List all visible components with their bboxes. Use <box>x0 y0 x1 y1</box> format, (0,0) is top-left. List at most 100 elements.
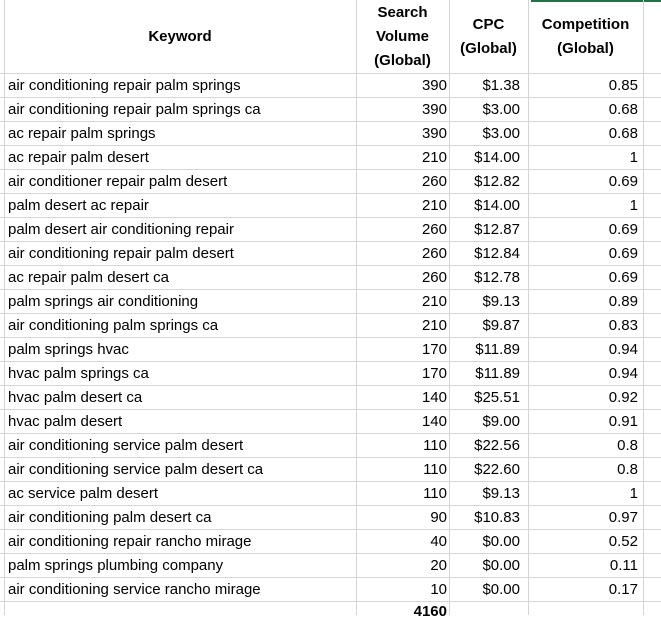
cell-search-volume[interactable]: 210 <box>421 317 447 334</box>
gridline <box>0 385 661 386</box>
header-competition[interactable]: Competition (Global) <box>541 16 630 57</box>
cell-cpc[interactable]: $3.00 <box>482 101 520 118</box>
cell-competition[interactable]: 0.52 <box>608 533 638 550</box>
cell-cpc[interactable]: $9.13 <box>482 293 520 310</box>
cell-search-volume[interactable]: 390 <box>421 125 447 142</box>
cell-cpc[interactable]: $0.00 <box>482 557 520 574</box>
cell-keyword[interactable]: ac repair palm desert ca <box>8 269 169 286</box>
cell-cpc[interactable]: $3.00 <box>482 125 520 142</box>
cell-search-volume[interactable]: 110 <box>423 437 447 454</box>
cell-cpc[interactable]: $0.00 <box>482 581 520 598</box>
cell-competition[interactable]: 0.69 <box>608 245 638 262</box>
cell-cpc[interactable]: $0.00 <box>482 533 520 550</box>
cell-cpc[interactable]: $14.00 <box>474 197 520 214</box>
total-search-volume[interactable]: 4160 <box>413 603 447 620</box>
cell-competition[interactable]: 0.69 <box>608 269 638 286</box>
cell-search-volume[interactable]: 20 <box>430 557 447 574</box>
gridline <box>0 337 661 338</box>
cell-search-volume[interactable]: 210 <box>421 149 447 166</box>
cell-cpc[interactable]: $22.56 <box>474 437 520 454</box>
cell-cpc[interactable]: $9.87 <box>482 317 520 334</box>
cell-cpc[interactable]: $25.51 <box>474 389 520 406</box>
cell-keyword[interactable]: palm springs hvac <box>8 341 129 358</box>
table-row: palm springs plumbing company 20 $0.00 0.11 <box>0 554 661 578</box>
cell-cpc[interactable]: $12.87 <box>474 221 520 238</box>
cell-competition[interactable]: 0.11 <box>609 557 638 574</box>
cell-search-volume[interactable]: 260 <box>421 269 447 286</box>
cell-competition[interactable]: 0.89 <box>608 293 638 310</box>
cell-search-volume[interactable]: 170 <box>421 341 447 358</box>
cell-keyword[interactable]: ac service palm desert <box>8 485 159 502</box>
cell-competition[interactable]: 0.94 <box>608 341 638 358</box>
table-row: air conditioning repair palm springs 390 $… <box>0 74 661 98</box>
cell-keyword[interactable]: air conditioning service palm desert ca <box>8 461 264 478</box>
cell-search-volume[interactable]: 110 <box>423 461 447 478</box>
cell-keyword[interactable]: hvac palm desert ca <box>8 389 143 406</box>
cell-competition[interactable]: 0.68 <box>608 125 638 142</box>
cell-competition[interactable]: 0.85 <box>608 77 638 94</box>
cell-competition[interactable]: 0.92 <box>608 389 638 406</box>
gridline <box>0 481 661 482</box>
cell-cpc[interactable]: $12.84 <box>474 245 520 262</box>
cell-competition[interactable]: 0.69 <box>608 173 638 190</box>
cell-search-volume[interactable]: 170 <box>421 365 447 382</box>
cell-keyword[interactable]: air conditioning palm springs ca <box>8 317 219 334</box>
cell-competition[interactable]: 0.91 <box>608 413 638 430</box>
cell-keyword[interactable]: palm desert ac repair <box>8 197 149 214</box>
cell-keyword[interactable]: palm desert air conditioning repair <box>8 221 234 238</box>
cell-competition[interactable]: 0.8 <box>617 461 638 478</box>
cell-search-volume[interactable]: 140 <box>421 413 447 430</box>
cell-cpc[interactable]: $14.00 <box>474 149 520 166</box>
cell-cpc[interactable]: $9.13 <box>482 485 520 502</box>
cell-cpc[interactable]: $12.82 <box>474 173 520 190</box>
cell-keyword[interactable]: palm springs plumbing company <box>8 557 224 574</box>
cell-search-volume[interactable]: 260 <box>421 173 447 190</box>
cell-search-volume[interactable]: 390 <box>421 77 447 94</box>
cell-keyword[interactable]: air conditioning repair palm desert <box>8 245 234 262</box>
cell-cpc[interactable]: $9.00 <box>482 413 520 430</box>
cell-competition[interactable]: 1 <box>629 485 638 502</box>
cell-search-volume[interactable]: 210 <box>421 197 447 214</box>
cell-search-volume[interactable]: 10 <box>430 581 447 598</box>
cell-keyword[interactable]: air conditioning repair palm springs <box>8 77 241 94</box>
header-search-volume[interactable]: Search Volume (Global) <box>374 4 431 69</box>
cell-keyword[interactable]: palm springs air conditioning <box>8 293 199 310</box>
cell-keyword[interactable]: hvac palm springs ca <box>8 365 149 382</box>
cell-competition[interactable]: 1 <box>629 197 638 214</box>
cell-competition[interactable]: 1 <box>629 149 638 166</box>
cell-cpc[interactable]: $10.83 <box>474 509 520 526</box>
cell-competition[interactable]: 0.97 <box>608 509 638 526</box>
table-row: ac repair palm desert 210 $14.00 1 <box>0 146 661 170</box>
cell-search-volume[interactable]: 390 <box>421 101 447 118</box>
cell-search-volume[interactable]: 260 <box>421 221 447 238</box>
cell-search-volume[interactable]: 140 <box>421 389 447 406</box>
cell-search-volume[interactable]: 40 <box>430 533 447 550</box>
header-cpc[interactable]: CPC (Global) <box>460 16 517 57</box>
cell-search-volume[interactable]: 110 <box>423 485 447 502</box>
cell-search-volume[interactable]: 210 <box>421 293 447 310</box>
cell-keyword[interactable]: ac repair palm springs <box>8 125 156 142</box>
header-keyword[interactable]: Keyword <box>148 28 212 45</box>
cell-keyword[interactable]: hvac palm desert <box>8 413 123 430</box>
cell-competition[interactable]: 0.68 <box>608 101 638 118</box>
cell-cpc[interactable]: $12.78 <box>474 269 520 286</box>
cell-cpc[interactable]: $1.38 <box>482 77 520 94</box>
cell-competition[interactable]: 0.94 <box>608 365 638 382</box>
cell-keyword[interactable]: air conditioning palm desert ca <box>8 509 212 526</box>
cell-cpc[interactable]: $11.89 <box>475 341 520 358</box>
cell-cpc[interactable]: $22.60 <box>474 461 520 478</box>
cell-keyword[interactable]: air conditioning repair rancho mirage <box>8 533 252 550</box>
cell-cpc[interactable]: $11.89 <box>475 365 520 382</box>
cell-competition[interactable]: 0.8 <box>617 437 638 454</box>
cell-competition[interactable]: 0.83 <box>608 317 638 334</box>
cell-search-volume[interactable]: 90 <box>430 509 447 526</box>
gridline <box>0 97 661 98</box>
cell-search-volume[interactable]: 260 <box>421 245 447 262</box>
cell-competition[interactable]: 0.17 <box>608 581 638 598</box>
cell-keyword[interactable]: air conditioning repair palm springs ca <box>8 101 261 118</box>
cell-keyword[interactable]: air conditioning service rancho mirage <box>8 581 261 598</box>
cell-keyword[interactable]: ac repair palm desert <box>8 149 149 166</box>
cell-competition[interactable]: 0.69 <box>608 221 638 238</box>
cell-keyword[interactable]: air conditioner repair palm desert <box>8 173 228 190</box>
cell-keyword[interactable]: air conditioning service palm desert <box>8 437 244 454</box>
